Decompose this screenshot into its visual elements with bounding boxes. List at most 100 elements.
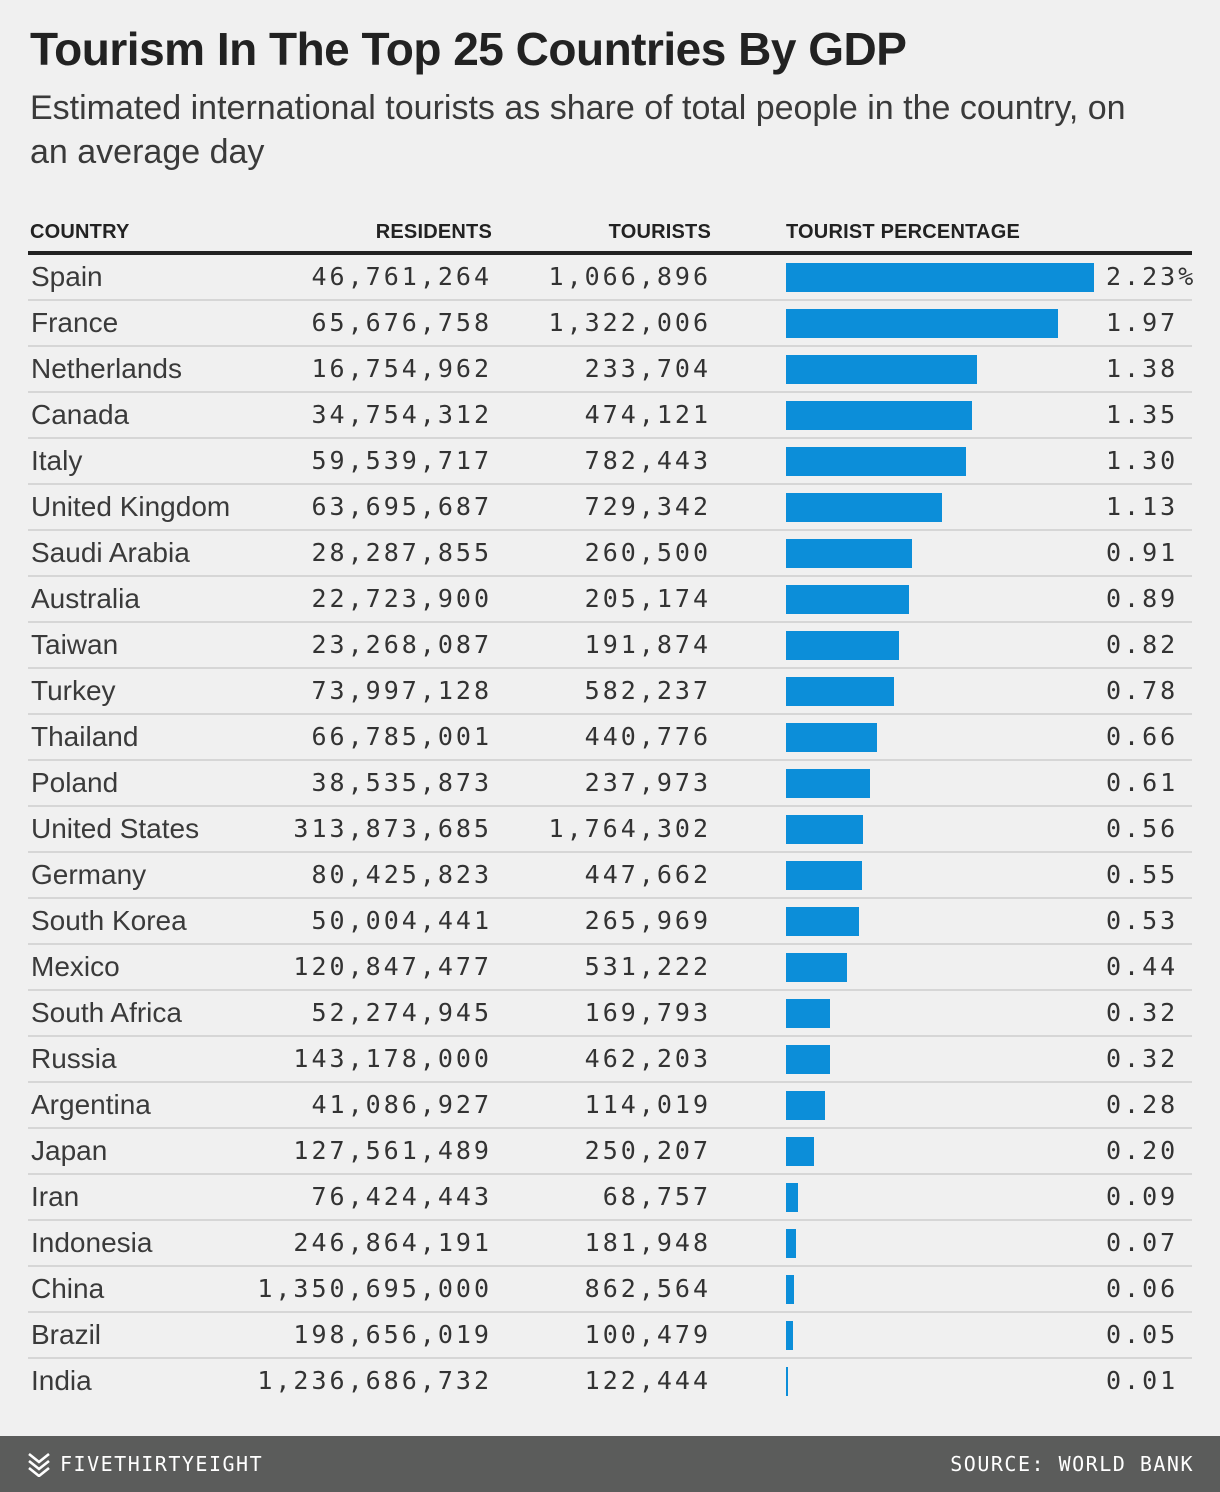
column-header-tourists: TOURISTS [608,221,711,243]
tourist-percentage-bar [786,263,1094,292]
country-name: Italy [31,445,83,476]
residents-value: 80,425,823 [311,860,492,889]
tourist-percentage-label: 0.05 [1106,1320,1179,1349]
tourists-value: 205,174 [584,584,711,613]
tourist-percentage-bar [786,539,912,568]
tourist-percentage-bar [786,309,1058,338]
tourists-value: 531,222 [584,952,711,981]
table-row: Thailand 66,785,001 440,776 0.66 [28,715,1192,761]
country-name: Germany [31,859,147,890]
residents-value: 63,695,687 [311,492,492,521]
tourists-value: 582,237 [584,676,711,705]
tourist-percentage-bar [786,493,942,522]
residents-value: 52,274,945 [311,998,492,1027]
tourist-percentage-label: 0.61 [1106,768,1179,797]
tourists-value: 474,121 [584,400,711,429]
tourist-percentage-bar [786,1045,830,1074]
tourist-percentage-bar [786,1183,798,1212]
tourist-percentage-bar [786,1275,794,1304]
table-row: Australia 22,723,900 205,174 0.89 [28,577,1192,623]
tourists-value: 100,479 [584,1320,711,1349]
tourist-percentage-label: 0.78 [1106,676,1179,705]
residents-value: 22,723,900 [311,584,492,613]
tourist-percentage-bar [786,585,909,614]
tourists-value: 260,500 [584,538,711,567]
country-name: Canada [31,399,130,430]
country-name: Iran [31,1181,80,1212]
country-name: Russia [31,1043,117,1074]
tourist-percentage-bar [786,1229,796,1258]
tourist-percentage-bar [786,355,977,384]
table-row: France 65,676,758 1,322,006 1.97 [28,301,1192,347]
tourists-value: 440,776 [584,722,711,751]
column-header-tourist-percentage: TOURIST PERCENTAGE [786,221,1020,243]
chart-title: Tourism In The Top 25 Countries By GDP [30,23,907,75]
tourist-percentage-label: 0.07 [1106,1228,1179,1257]
country-name: France [31,307,119,338]
country-name: Poland [31,767,119,798]
table-row: Japan 127,561,489 250,207 0.20 [28,1129,1192,1175]
country-name: Spain [31,261,103,292]
residents-value: 66,785,001 [311,722,492,751]
tourist-percentage-label: 0.91 [1106,538,1179,567]
table-row: Canada 34,754,312 474,121 1.35 [28,393,1192,439]
tourist-percentage-bar [786,447,966,476]
residents-value: 38,535,873 [311,768,492,797]
column-header-country: COUNTRY [30,221,130,243]
table-row: Brazil 198,656,019 100,479 0.05 [28,1313,1192,1359]
tourist-percentage-label: 0.09 [1106,1182,1179,1211]
tourist-percentage-bar [786,1091,825,1120]
country-name: United Kingdom [31,491,231,522]
table-row: Poland 38,535,873 237,973 0.61 [28,761,1192,807]
country-name: Taiwan [31,629,119,660]
tourists-value: 729,342 [584,492,711,521]
tourist-percentage-bar [786,953,847,982]
tourist-percentage-label: 0.55 [1106,860,1179,889]
tourist-percentage-label: 1.38 [1106,354,1179,383]
tourists-value: 265,969 [584,906,711,935]
country-name: Brazil [31,1319,102,1350]
tourist-percentage-bar [786,815,863,844]
table-row: Russia 143,178,000 462,203 0.32 [28,1037,1192,1083]
tourist-percentage-label: 0.44 [1106,952,1179,981]
tourists-value: 1,764,302 [548,814,711,843]
tourists-value: 462,203 [584,1044,711,1073]
country-name: Turkey [31,675,116,706]
table-row: Saudi Arabia 28,287,855 260,500 0.91 [28,531,1192,577]
table-row: Germany 80,425,823 447,662 0.55 [28,853,1192,899]
residents-value: 1,350,695,000 [257,1274,492,1303]
tourist-percentage-label: 0.32 [1106,1044,1179,1073]
tourist-percentage-label: 1.97 [1106,308,1179,337]
tourist-percentage-label: 1.35 [1106,400,1179,429]
country-name: Netherlands [31,353,182,384]
tourist-percentage-label: 0.89 [1106,584,1179,613]
residents-value: 76,424,443 [311,1182,492,1211]
residents-value: 120,847,477 [293,952,492,981]
tourist-percentage-label: 1.30 [1106,446,1179,475]
tourist-percentage-label: 0.56 [1106,814,1179,843]
residents-value: 23,268,087 [311,630,492,659]
country-name: Japan [31,1135,108,1166]
residents-value: 34,754,312 [311,400,492,429]
tourists-value: 1,066,896 [548,262,711,291]
country-name: Thailand [31,721,139,752]
table-row: Iran 76,424,443 68,757 0.09 [28,1175,1192,1221]
table-row: South Africa 52,274,945 169,793 0.32 [28,991,1192,1037]
tourists-value: 1,322,006 [548,308,711,337]
residents-value: 41,086,927 [311,1090,492,1119]
table-row: South Korea 50,004,441 265,969 0.53 [28,899,1192,945]
tourist-percentage-bar [786,401,972,430]
table-row: United States 313,873,685 1,764,302 0.56 [28,807,1192,853]
tourist-percentage-bar [786,1367,788,1396]
tourists-value: 250,207 [584,1136,711,1165]
tourists-value: 782,443 [584,446,711,475]
country-name: Indonesia [31,1227,153,1258]
country-name: India [31,1365,92,1396]
residents-value: 198,656,019 [293,1320,492,1349]
residents-value: 143,178,000 [293,1044,492,1073]
table-row: Mexico 120,847,477 531,222 0.44 [28,945,1192,991]
tourist-percentage-label: 0.32 [1106,998,1179,1027]
tourists-value: 191,874 [584,630,711,659]
residents-value: 16,754,962 [311,354,492,383]
table-row: Indonesia 246,864,191 181,948 0.07 [28,1221,1192,1267]
